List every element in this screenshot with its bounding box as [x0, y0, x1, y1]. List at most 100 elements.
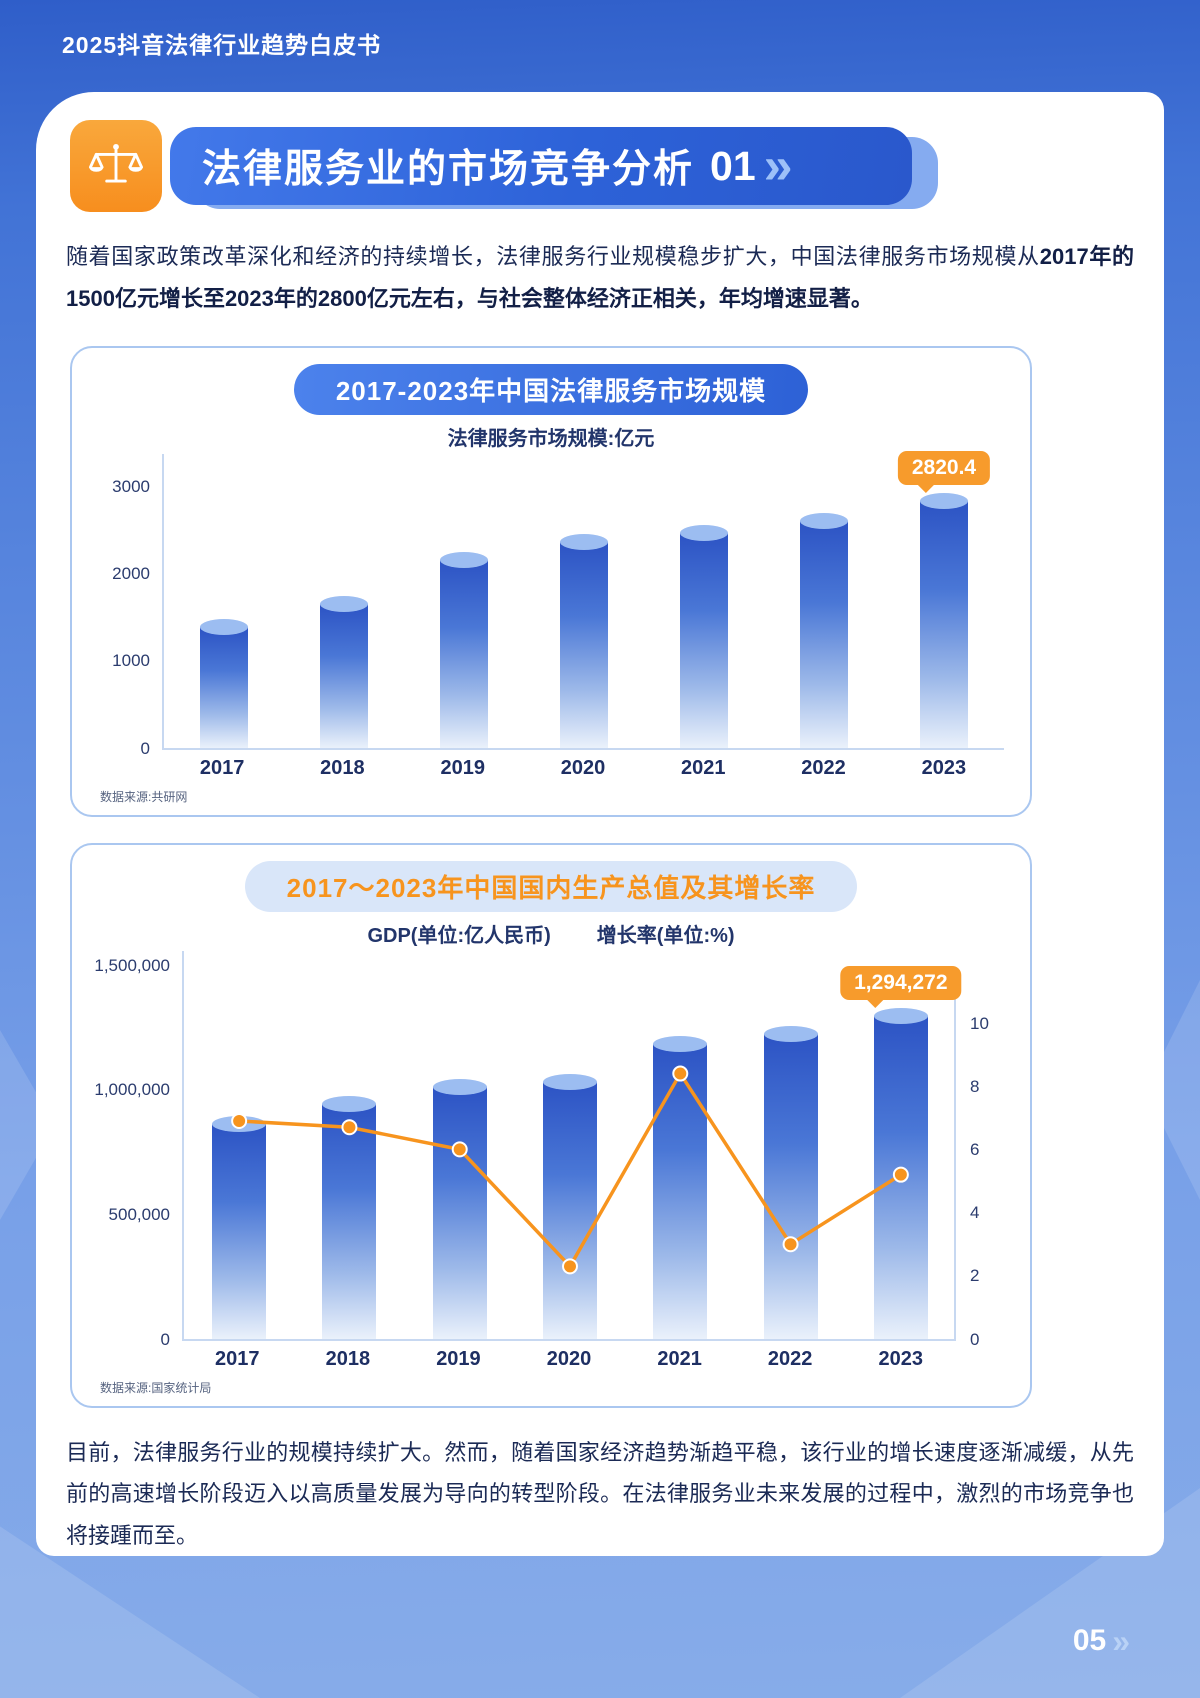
right-axis-tick-label: 8 — [970, 1076, 980, 1096]
y-axis-tick-label: 0 — [160, 1329, 170, 1349]
y-axis-tick-label: 500,000 — [108, 1204, 170, 1224]
y-axis-tick-label: 0 — [140, 738, 150, 758]
chart1-plot: 0 1000 2000 3000 2820.4 — [98, 451, 1004, 758]
gdp-bar-2020 — [542, 1073, 597, 1339]
gdp-bar-2021 — [653, 1036, 708, 1339]
y-axis-tick-label: 1000 — [112, 651, 150, 671]
chart-card-legal-market-size: 2017-2023年中国法律服务市场规模 法律服务市场规模:亿元 0 1000 20… — [70, 345, 1032, 817]
chart1-plot-area: 2820.4 — [162, 451, 1004, 750]
data-label-callout: 2820.4 — [897, 451, 991, 494]
chart2-right-axis-line — [954, 998, 956, 1339]
market-size-bar-2021 — [680, 524, 728, 748]
x-axis-label: 2021 — [681, 756, 726, 779]
market-size-bar-2017 — [200, 619, 248, 748]
x-axis-label: 2022 — [767, 1347, 813, 1370]
x-axis-label: 2018 — [320, 756, 365, 779]
y-axis-tick-label: 1,500,000 — [94, 955, 170, 975]
market-size-bar-2020 — [560, 534, 608, 748]
scales-of-justice-icon — [70, 120, 162, 212]
market-size-bar-2019 — [440, 551, 488, 748]
section-title: 法律服务业的市场竞争分析 — [202, 148, 695, 191]
bar-column-2021 — [644, 454, 764, 748]
chart2-plot-area: 1,294,272 — [182, 950, 962, 1341]
bar-column-2018 — [284, 454, 404, 748]
bar-column-2020 — [515, 951, 625, 1339]
bar-column-2018 — [294, 951, 404, 1339]
bar-column-2021 — [625, 951, 735, 1339]
gdp-bar-2022 — [763, 1026, 818, 1339]
bar-column-2017 — [184, 951, 294, 1339]
x-axis-label: 2017 — [199, 756, 245, 779]
chart2-source: 数据来源:国家统计局 — [100, 1380, 212, 1395]
gdp-bar-2017 — [212, 1116, 267, 1339]
right-axis-tick-label: 0 — [970, 1329, 980, 1349]
data-label-callout: 1,294,272 — [840, 965, 962, 1008]
bar-column-2022 — [764, 454, 884, 748]
x-axis-label: 2020 — [546, 1347, 592, 1370]
x-axis-label: 2017 — [215, 1347, 260, 1370]
chart2-gdp-unit-label: GDP(单位:亿人民币) — [367, 924, 551, 947]
chart2-left-y-axis: 0 500,000 1,000,000 1,500,000 — [94, 951, 182, 1349]
chart1-title: 2017-2023年中国法律服务市场规模 — [293, 363, 809, 415]
y-axis-tick-label: 1,000,000 — [94, 1080, 170, 1100]
chart2-title: 2017～2023年中国国内生产总值及其增长率 — [244, 860, 858, 912]
chart2-bars: 1,294,272 — [184, 951, 962, 1339]
right-axis-tick-label: 10 — [970, 1013, 989, 1033]
bar-column-2017 — [164, 454, 284, 748]
section-title-banner: 法律服务业的市场竞争分析 01 » — [70, 118, 1134, 214]
bar-column-2023: 1,294,272 — [840, 951, 962, 1339]
market-size-bar-2022 — [800, 512, 848, 748]
x-axis-label: 2018 — [325, 1347, 371, 1370]
chart1-y-axis: 0 1000 2000 3000 — [98, 454, 162, 758]
gdp-bar-2019 — [432, 1078, 487, 1339]
bar-column-2022 — [735, 951, 845, 1339]
market-size-bar-2018 — [320, 595, 368, 748]
x-axis-label: 2022 — [801, 756, 846, 779]
chart2-growth-unit-label: 增长率(单位:%) — [596, 924, 735, 947]
x-axis-label: 2021 — [657, 1347, 702, 1370]
chart2-x-axis: 2017 2018 2019 2020 2021 2022 2023 — [182, 1341, 956, 1371]
banner-main: 法律服务业的市场竞争分析 01 » — [170, 127, 912, 205]
chevron-right-icon: » — [1112, 1622, 1130, 1659]
chart1-bars: 2820.4 — [164, 451, 1004, 748]
market-size-bar-2023 — [920, 493, 968, 748]
y-axis-tick-label: 2000 — [112, 563, 150, 583]
right-axis-tick-label: 4 — [970, 1203, 980, 1223]
bar-column-2023: 2820.4 — [884, 451, 1004, 748]
bar-column-2019 — [405, 951, 515, 1339]
chart1-source: 数据来源:共研网 — [100, 789, 188, 804]
outro-text: 目前，法律服务行业的规模持续扩大。然而，随着国家经济趋势渐趋平稳，该行业的增长速… — [66, 1439, 1134, 1549]
outro-paragraph: 目前，法律服务行业的规模持续扩大。然而，随着国家经济趋势渐趋平稳，该行业的增长速… — [66, 1432, 1134, 1556]
gdp-bar-2023 — [873, 1007, 928, 1339]
section-number: 01 — [710, 142, 756, 189]
document-footer: 05 » — [1073, 1624, 1130, 1658]
chart2-plot: 0 500,000 1,000,000 1,500,000 1,294,272 0 2 4… — [94, 950, 1004, 1349]
chart2-subtitle: GDP(单位:亿人民币) 增长率(单位:%) — [98, 919, 1004, 948]
x-axis-label: 2020 — [560, 756, 606, 779]
right-axis-tick-label: 2 — [970, 1266, 980, 1286]
intro-text-normal: 随着国家政策改革深化和经济的持续增长，法律服务行业规模稳步扩大，中国法律服务市场… — [66, 244, 1040, 269]
chart1-subtitle: 法律服务市场规模:亿元 — [98, 422, 1004, 451]
content-card: 法律服务业的市场竞争分析 01 » 随着国家政策改革深化和经济的持续增长，法律服… — [36, 92, 1164, 1556]
intro-text-bold: 2017年的1500亿元增长至2023年的2800亿元左右，与社会整体经济正相关… — [66, 244, 1134, 311]
chart1-unit-label: 法律服务市场规模:亿元 — [447, 427, 655, 450]
y-axis-tick-label: 3000 — [112, 476, 150, 496]
x-axis-label: 2023 — [921, 756, 967, 779]
chart-card-gdp-growth: 2017～2023年中国国内生产总值及其增长率 GDP(单位:亿人民币) 增长率… — [70, 842, 1032, 1408]
section-banner: 法律服务业的市场竞争分析 01 » — [170, 127, 938, 209]
x-axis-label: 2019 — [436, 1347, 481, 1370]
right-axis-tick-label: 6 — [970, 1140, 980, 1159]
gdp-bar-2018 — [322, 1096, 377, 1339]
document-header: 2025抖音法律行业趋势白皮书 — [0, 0, 1200, 92]
bar-column-2020 — [524, 454, 644, 748]
bar-column-2019 — [404, 454, 524, 748]
chart1-x-axis: 2017 2018 2019 2020 2021 2022 2023 — [162, 750, 1004, 780]
document-title: 2025抖音法律行业趋势白皮书 — [62, 32, 382, 58]
chart2-right-y-axis: 0 2 4 6 8 10 — [956, 951, 1004, 1349]
x-axis-label: 2023 — [878, 1347, 924, 1370]
intro-paragraph: 随着国家政策改革深化和经济的持续增长，法律服务行业规模稳步扩大，中国法律服务市场… — [66, 236, 1134, 320]
page-number: 05 — [1072, 1624, 1107, 1657]
x-axis-label: 2019 — [440, 756, 485, 779]
chevron-right-icon: » — [763, 136, 793, 195]
